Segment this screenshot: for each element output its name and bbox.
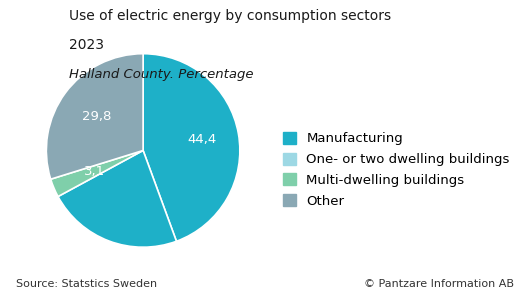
Wedge shape	[46, 54, 143, 179]
Wedge shape	[51, 150, 143, 196]
Text: Use of electric energy by consumption sectors: Use of electric energy by consumption se…	[69, 9, 391, 23]
Text: 29,8: 29,8	[82, 109, 111, 122]
Text: Source: Statstics Sweden: Source: Statstics Sweden	[16, 279, 157, 289]
Wedge shape	[143, 54, 240, 241]
Text: 3,1: 3,1	[84, 165, 104, 178]
Wedge shape	[58, 150, 176, 247]
Text: 44,4: 44,4	[188, 133, 217, 146]
Text: © Pantzare Information AB: © Pantzare Information AB	[364, 279, 514, 289]
Text: Halland County. Percentage: Halland County. Percentage	[69, 68, 253, 81]
Text: 2023: 2023	[69, 38, 104, 52]
Legend: Manufacturing, One- or two dwelling buildings, Multi-dwelling buildings, Other: Manufacturing, One- or two dwelling buil…	[282, 132, 510, 208]
